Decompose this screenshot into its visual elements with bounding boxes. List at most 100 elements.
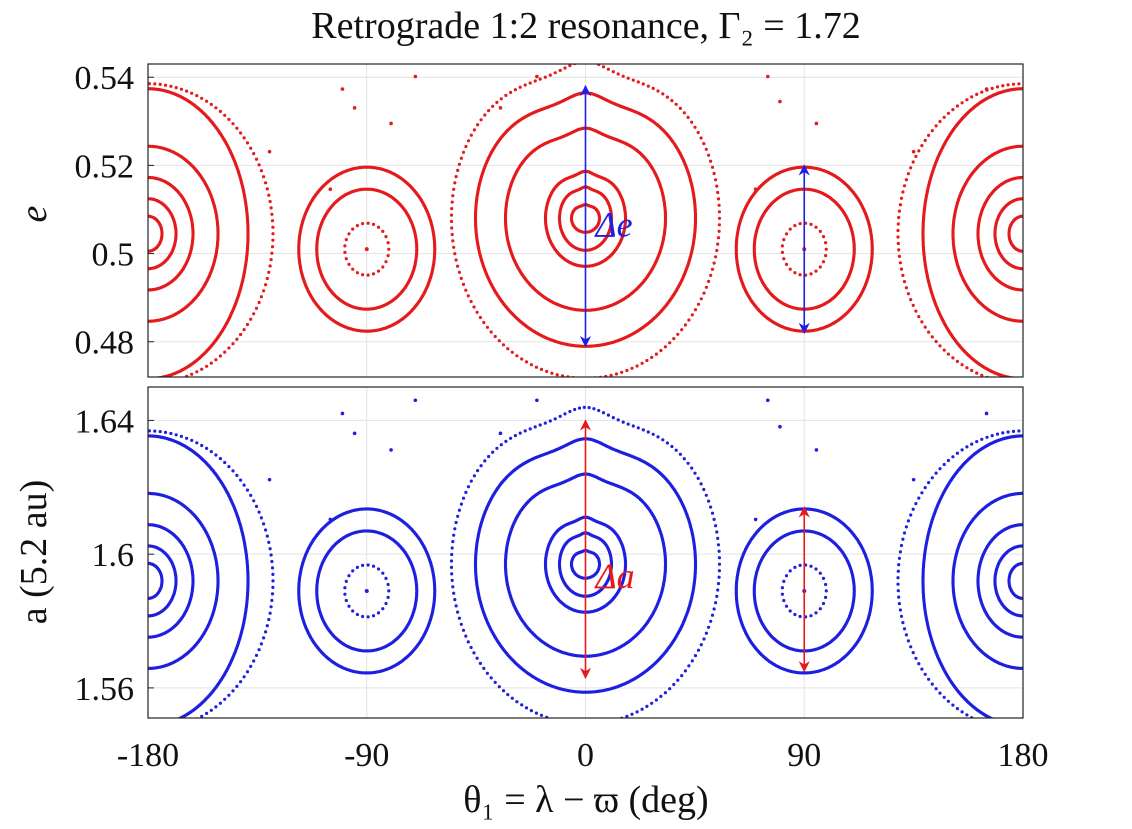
orbit-point [1121, 236, 1124, 239]
orbit-point [128, 375, 131, 378]
orbit-point [124, 281, 127, 284]
orbit-point [1066, 223, 1069, 226]
orbit-point [1035, 227, 1038, 230]
orbit-point [60, 304, 63, 307]
orbit-point [545, 369, 549, 373]
orbit-point [49, 139, 52, 142]
orbit-point [80, 259, 83, 262]
orbit-point [123, 212, 126, 215]
orbit-point [1110, 299, 1113, 302]
orbit-point [231, 122, 235, 126]
orbit-point [717, 223, 722, 227]
orbit-point [676, 332, 680, 336]
orbit-point [133, 230, 136, 233]
orbit-point [1030, 266, 1033, 269]
orbit-point [930, 335, 934, 339]
orbit-point [87, 116, 90, 119]
orbit-point [97, 294, 100, 297]
orbit-point [1034, 146, 1037, 149]
orbit-point [1075, 289, 1078, 292]
orbit-point [103, 363, 106, 366]
orbit-point [1071, 106, 1074, 109]
orbit-point [100, 372, 103, 375]
orbit-point [135, 287, 138, 290]
orbit-point [1030, 287, 1033, 290]
orbit-point [1095, 134, 1098, 137]
orbit-point [1048, 187, 1051, 190]
orbit-point [137, 219, 140, 222]
orbit-point [1115, 183, 1118, 186]
orbit-point [1068, 298, 1071, 301]
orbit-point [239, 332, 243, 337]
orbit-point [106, 208, 109, 211]
orbit-point [793, 271, 797, 275]
orbit-point [1117, 190, 1120, 193]
orbit-point [1041, 316, 1044, 319]
orbit-point [47, 248, 50, 251]
orbit-point [1066, 103, 1069, 106]
orbit-point [132, 202, 135, 205]
orbit-point [1089, 340, 1092, 343]
orbit-point [344, 238, 348, 242]
orbit-point [270, 219, 275, 223]
orbit-point [57, 167, 60, 170]
orbit-point [1040, 90, 1043, 93]
orbit-point [56, 170, 59, 173]
orbit-point [1118, 194, 1121, 197]
orbit-point [82, 199, 85, 202]
orbit-point [118, 232, 121, 235]
orbit-point [134, 376, 137, 379]
orbit-point [1088, 204, 1091, 207]
orbit-point [1027, 319, 1030, 322]
orbit-point [99, 105, 102, 108]
orbit-point [1085, 120, 1088, 123]
orbit-point [110, 199, 113, 202]
orbit-point [1045, 150, 1048, 153]
orbit-point [625, 368, 629, 373]
orbit-point [1065, 102, 1068, 105]
orbit-point [47, 239, 50, 242]
orbit-point [1091, 237, 1094, 240]
orbit-point [645, 358, 649, 363]
orbit-point [784, 232, 789, 236]
orbit-point [127, 316, 130, 319]
orbit-point [683, 323, 688, 327]
orbit-point [1121, 241, 1124, 244]
orbit-point [121, 217, 124, 220]
orbit-point [1035, 236, 1038, 239]
orbit-point [144, 197, 147, 200]
orbit-point [1086, 198, 1089, 201]
orbit-point [78, 127, 81, 130]
orbit-point [376, 225, 381, 229]
orbit-point [102, 227, 105, 230]
orbit-point [143, 87, 146, 90]
orbit-point [1074, 290, 1077, 293]
orbit-point [116, 273, 119, 276]
orbit-point [1012, 382, 1015, 385]
orbit-point [1114, 333, 1117, 336]
orbit-point [67, 320, 70, 323]
orbit-point [1032, 319, 1035, 322]
orbit-point [1105, 311, 1108, 314]
orbit-point [1028, 248, 1031, 251]
orbit-point [62, 155, 65, 158]
orbit-point [1064, 101, 1067, 104]
orbit-point [1121, 217, 1124, 220]
orbit-point [142, 198, 145, 201]
orbit-point [1059, 98, 1062, 101]
orbit-point [53, 182, 56, 185]
orbit-point [79, 209, 82, 212]
orbit-point [386, 254, 390, 258]
orbit-point [1077, 352, 1080, 355]
orbit-point [1032, 221, 1035, 224]
orbit-point [51, 187, 54, 190]
orbit-point [259, 169, 263, 173]
orbit-point [115, 310, 118, 313]
orbit-point [344, 257, 348, 261]
orbit-point [788, 227, 792, 231]
orbit-point [153, 82, 157, 86]
orbit-point [1024, 377, 1027, 380]
orbit-point [62, 154, 65, 157]
orbit-point [1091, 223, 1094, 226]
orbit-point [47, 244, 50, 247]
